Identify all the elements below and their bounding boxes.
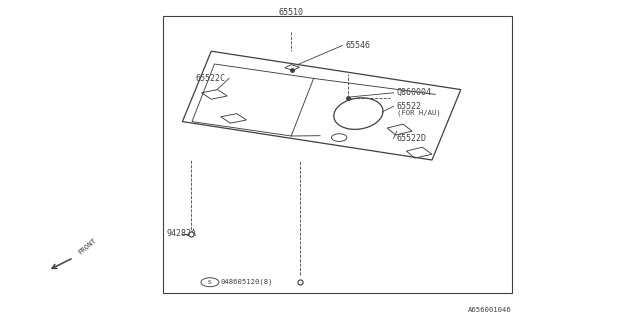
Text: 65522C: 65522C — [195, 74, 225, 83]
Text: (FOR H/AU): (FOR H/AU) — [397, 109, 440, 116]
Text: 65522D: 65522D — [397, 134, 427, 143]
Text: S: S — [208, 280, 212, 285]
Text: 65522: 65522 — [397, 102, 422, 111]
Text: 048605120(8): 048605120(8) — [221, 279, 273, 285]
Text: 65546: 65546 — [346, 41, 371, 50]
Text: FRONT: FRONT — [77, 237, 97, 256]
Text: A656001046: A656001046 — [468, 308, 512, 313]
Bar — [163, 16, 512, 293]
Text: 65510: 65510 — [278, 8, 304, 17]
Text: 94282A: 94282A — [166, 229, 196, 238]
Text: Q860004: Q860004 — [397, 88, 432, 97]
